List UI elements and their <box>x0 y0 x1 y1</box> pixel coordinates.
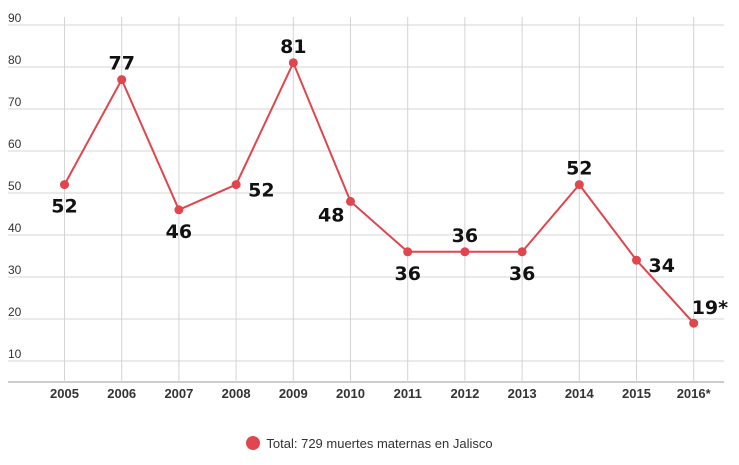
data-point-11 <box>689 318 699 328</box>
data-label-8: 36 <box>509 263 535 285</box>
data-point-5 <box>346 196 355 206</box>
data-label-6: 36 <box>394 263 420 285</box>
y-tick-label-90: 90 <box>8 11 22 25</box>
data-label-11: 19* <box>692 297 728 319</box>
data-point-1 <box>117 75 127 85</box>
data-point-9 <box>574 180 584 190</box>
x-tick-label-1: 2006 <box>107 386 136 401</box>
y-tick-label-70: 70 <box>8 95 22 109</box>
y-tick-label-60: 60 <box>8 137 22 151</box>
legend-swatch-icon <box>246 436 261 450</box>
y-tick-label-20: 20 <box>8 305 22 319</box>
data-labels: 52 77 46 52 81 48 36 36 36 52 34 19* <box>51 36 728 319</box>
y-tick-label-40: 40 <box>8 221 22 235</box>
data-points <box>60 58 699 328</box>
data-point-6 <box>403 247 413 257</box>
x-tick-label-10: 2015 <box>622 386 651 401</box>
x-tick-label-11: 2016* <box>677 386 712 401</box>
data-point-8 <box>517 247 527 257</box>
x-tick-label-5: 2010 <box>336 386 365 401</box>
x-tick-label-8: 2013 <box>508 386 537 401</box>
x-axis-ticks: 2005 2006 2007 2008 2009 2010 2011 2012 2013 2014… <box>50 386 712 401</box>
y-axis-ticks: 10 20 30 40 50 60 70 80 90 <box>8 11 22 361</box>
data-label-5: 48 <box>318 204 344 226</box>
y-tick-label-80: 80 <box>8 53 22 67</box>
x-tick-label-9: 2014 <box>565 386 595 401</box>
legend: Total: 729 muertes maternas en Jalisco <box>0 436 739 451</box>
horizontal-gridlines <box>8 24 724 383</box>
data-label-9: 52 <box>566 158 592 180</box>
vertical-gridlines <box>64 17 695 382</box>
data-label-4: 81 <box>280 36 306 58</box>
y-tick-label-10: 10 <box>8 347 22 361</box>
x-tick-label-4: 2009 <box>279 386 308 401</box>
y-tick-label-50: 50 <box>8 179 22 193</box>
legend-label: Total: 729 muertes maternas en Jalisco <box>266 436 493 451</box>
x-tick-label-3: 2008 <box>222 386 251 401</box>
series-line <box>63 60 695 324</box>
data-label-7: 36 <box>452 225 478 247</box>
data-point-10 <box>632 255 641 265</box>
y-tick-label-30: 30 <box>8 263 22 277</box>
x-tick-label-2: 2007 <box>164 386 193 401</box>
data-label-2: 46 <box>166 221 192 243</box>
data-label-3: 52 <box>248 180 274 202</box>
data-point-2 <box>174 205 184 215</box>
data-point-7 <box>460 247 470 257</box>
data-point-3 <box>231 180 241 190</box>
data-label-10: 34 <box>649 255 675 277</box>
x-tick-label-7: 2012 <box>450 386 479 401</box>
x-tick-label-0: 2005 <box>50 386 79 401</box>
data-point-0 <box>60 180 69 190</box>
data-label-1: 77 <box>108 53 134 75</box>
data-point-4 <box>288 58 298 68</box>
data-label-0: 52 <box>51 196 77 218</box>
x-tick-label-6: 2011 <box>394 386 422 401</box>
